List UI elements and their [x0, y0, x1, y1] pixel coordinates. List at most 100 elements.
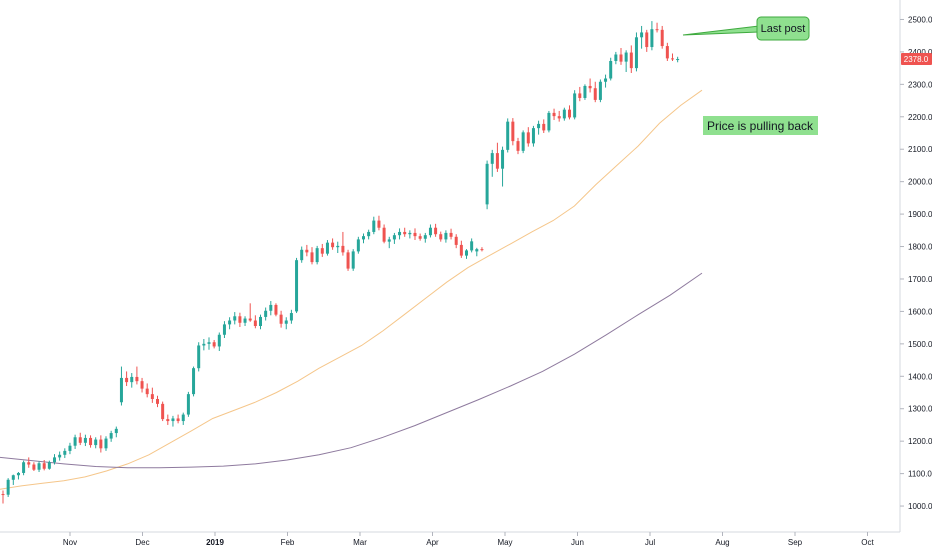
candle-body: [521, 132, 525, 151]
candle-body: [568, 109, 571, 118]
callout-box[interactable]: [756, 16, 810, 41]
current-price-label: 2378.0: [904, 55, 929, 64]
candle-body: [341, 245, 345, 253]
candles: [1, 21, 680, 504]
candle-body: [73, 437, 77, 446]
candle-body: [233, 316, 237, 321]
candle-body: [264, 310, 268, 317]
y-tick-label: 1900.0: [908, 210, 932, 219]
candle-body: [176, 418, 180, 422]
candle-body: [665, 46, 669, 59]
candle-body: [68, 445, 72, 451]
x-tick-label: Nov: [63, 538, 77, 547]
candle-body: [372, 220, 376, 232]
candle-body: [614, 54, 618, 61]
candle-body: [16, 472, 20, 476]
candle-body: [32, 464, 36, 470]
candle-body: [259, 316, 262, 327]
candle-body: [94, 439, 98, 446]
candle-body: [459, 244, 463, 256]
candle-body: [408, 232, 412, 235]
candle-body: [660, 29, 664, 47]
candle-body: [629, 52, 633, 69]
candle-body: [547, 112, 551, 131]
candle-body: [475, 249, 479, 252]
candle-body: [423, 235, 427, 239]
candle-body: [130, 376, 134, 383]
candle-body: [634, 37, 638, 69]
candle-body: [403, 231, 407, 235]
candle-body: [253, 320, 257, 327]
candle-body: [1, 494, 5, 496]
candle-body: [119, 377, 123, 403]
candle-body: [217, 334, 221, 347]
x-tick-label: Feb: [281, 538, 295, 547]
ma-slow-line: [0, 272, 703, 469]
y-tick-label: 2000.0: [908, 178, 932, 187]
candle-body: [6, 479, 10, 495]
candle-body: [42, 463, 46, 469]
y-tick-label: 2500.0: [908, 15, 932, 24]
note-box[interactable]: [703, 116, 818, 135]
x-tick-label: Apr: [426, 538, 439, 547]
x-tick-label: Mar: [353, 538, 367, 547]
candle-body: [671, 58, 674, 60]
candle-body: [336, 245, 340, 248]
candle-body: [171, 418, 175, 422]
candle-body: [47, 462, 51, 469]
candle-body: [161, 403, 165, 420]
candle-body: [346, 252, 350, 269]
candle-body: [274, 304, 278, 315]
candle-body: [470, 241, 474, 251]
candle-body: [248, 318, 252, 321]
candle-body: [650, 29, 654, 48]
current-price-badge: [901, 53, 932, 66]
y-tick-label: 1500.0: [908, 340, 932, 349]
candle-body: [444, 232, 448, 240]
candle-body: [531, 128, 535, 144]
x-tick-label: Dec: [135, 538, 149, 547]
callout-seam: [758, 26, 761, 32]
candle-body: [351, 251, 355, 269]
candle-body: [588, 85, 592, 89]
y-tick-label: 1800.0: [908, 243, 932, 252]
candle-body: [506, 121, 510, 150]
candle-body: [166, 419, 170, 422]
candle-body: [434, 227, 438, 235]
candle-body: [573, 93, 577, 118]
candle-body: [495, 153, 499, 169]
y-tick-label: 1700.0: [908, 275, 932, 284]
x-tick-label: 2019: [206, 538, 224, 547]
candle-body: [53, 457, 56, 463]
candle-body: [542, 123, 546, 131]
candle-body: [207, 342, 211, 344]
y-tick-label: 2100.0: [908, 145, 932, 154]
candle-body: [269, 304, 273, 311]
candle-body: [398, 231, 402, 236]
candle-body: [150, 394, 154, 399]
x-tick-label: Oct: [861, 538, 874, 547]
candle-body: [640, 32, 644, 38]
candle-body: [449, 232, 453, 237]
x-tick-label: Sep: [788, 538, 803, 547]
candle-body: [624, 52, 628, 62]
candle-body: [89, 437, 93, 446]
candle-body: [63, 450, 67, 455]
candle-body: [83, 437, 87, 443]
candle-body: [490, 153, 494, 164]
candle-body: [228, 320, 232, 325]
candle-body: [114, 428, 118, 434]
y-tick-label: 2300.0: [908, 80, 932, 89]
candle-body: [645, 32, 649, 48]
candle-body: [609, 60, 613, 79]
candle-body: [537, 123, 541, 129]
candle-body: [109, 433, 113, 439]
candle-body: [511, 121, 515, 142]
candle-body: [454, 236, 458, 245]
candle-body: [222, 324, 226, 335]
note-pulling-back-text: Price is pulling back: [707, 119, 814, 133]
candle-body: [562, 109, 566, 119]
candle-body: [382, 227, 386, 242]
